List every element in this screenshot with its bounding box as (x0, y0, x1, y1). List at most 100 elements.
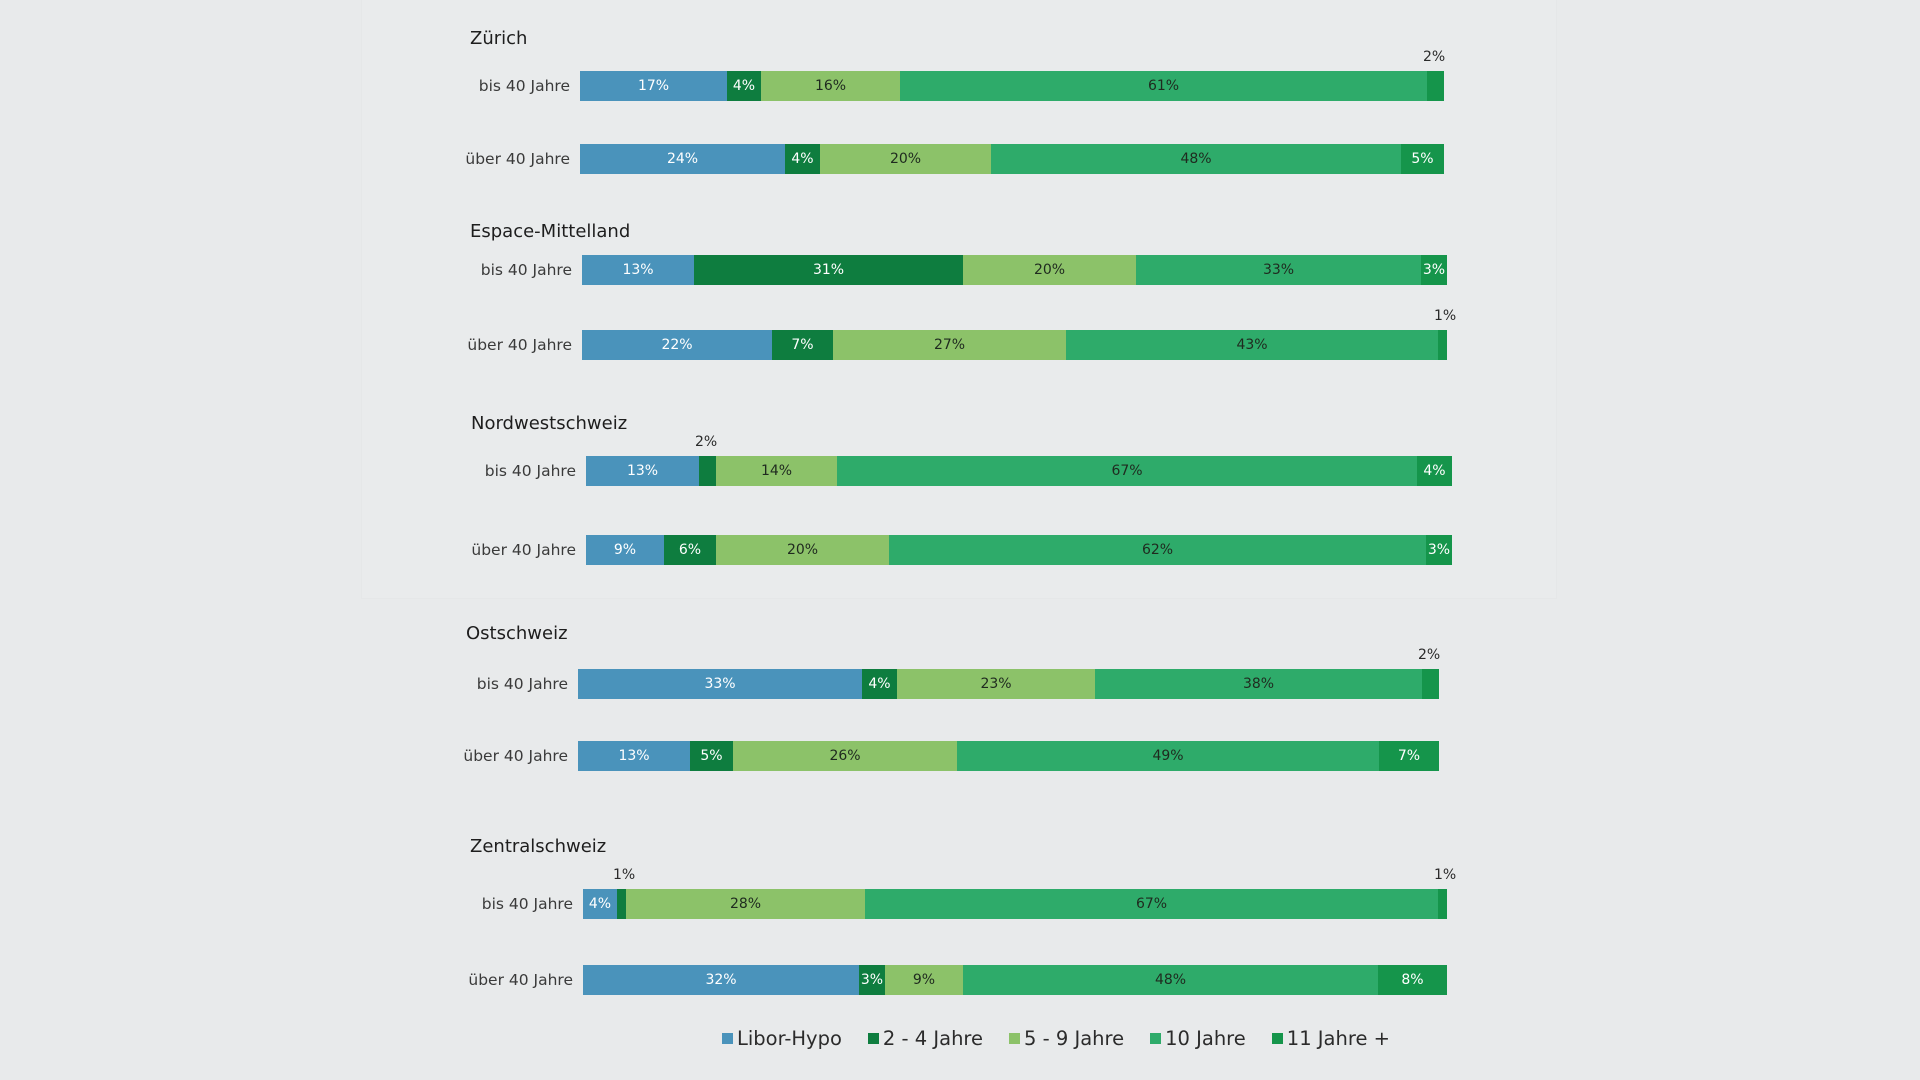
data-label: 17% (637, 78, 670, 94)
data-label: 3% (1427, 542, 1451, 558)
bar-segment (1438, 889, 1447, 919)
data-label: 26% (829, 748, 861, 764)
bar-segment: 33% (578, 669, 862, 699)
bar-segment: 31% (694, 255, 963, 285)
data-label: 1% (1434, 867, 1457, 883)
bar-segment: 13% (578, 741, 690, 771)
bar-segment: 27% (833, 330, 1066, 360)
bar-segment (1427, 71, 1444, 101)
bar-segment: 67% (837, 456, 1417, 486)
bar-segment (617, 889, 626, 919)
data-label: 24% (666, 151, 699, 167)
row-label: über 40 Jahre (468, 971, 573, 989)
bar-segment: 7% (772, 330, 833, 360)
bar-segment: 13% (586, 456, 699, 486)
data-label: 2% (695, 434, 718, 450)
data-label: 22% (661, 337, 693, 353)
data-label: 33% (704, 676, 736, 692)
bar-segment: 4% (862, 669, 897, 699)
bar-segment: 48% (991, 144, 1401, 174)
data-label: 62% (1141, 542, 1174, 558)
stacked-bar: 32% 3% 9% 48% 8% (583, 965, 1447, 995)
data-label: 4% (791, 151, 814, 167)
bar-segment (699, 456, 716, 486)
bar-segment: 3% (1421, 255, 1447, 285)
data-label: 20% (786, 542, 819, 558)
bar-segment: 4% (1417, 456, 1452, 486)
row-label: bis 40 Jahre (480, 261, 572, 279)
bar-segment: 8% (1378, 965, 1447, 995)
legend-swatch (1150, 1033, 1162, 1044)
legend: Libor-Hypo 2 - 4 Jahre 5 - 9 Jahre 10 Jahre… (722, 1026, 1416, 1052)
row-label: über 40 Jahre (471, 541, 576, 559)
data-label: 14% (760, 463, 793, 479)
data-label: 3% (860, 972, 884, 988)
legend-swatch (867, 1033, 879, 1044)
legend-swatch (722, 1033, 733, 1044)
legend-label: 11 Jahre + (1286, 1027, 1390, 1050)
region-title: Ostschweiz (466, 623, 568, 644)
data-label: 5% (700, 748, 723, 764)
bar-segment: 62% (889, 535, 1426, 565)
stacked-bar: 17% 4% 16% 61% (580, 71, 1444, 101)
bar-segment: 6% (664, 535, 716, 565)
data-label: 48% (1180, 151, 1212, 167)
bar-segment: 20% (820, 144, 991, 174)
row-label: bis 40 Jahre (478, 77, 570, 95)
data-label: 7% (1397, 748, 1421, 764)
region-title: Nordwestschweiz (471, 413, 628, 434)
legend-item: 10 Jahre (1150, 1026, 1246, 1052)
data-label: 1% (1434, 308, 1457, 324)
bar-segment: 61% (900, 71, 1427, 101)
bar-segment: 43% (1066, 330, 1438, 360)
data-label: 2% (1418, 647, 1441, 663)
data-label: 4% (732, 78, 756, 94)
data-label: 4% (868, 676, 891, 692)
data-label: 67% (1111, 463, 1143, 479)
data-label: 32% (705, 972, 737, 988)
bar-segment: 4% (583, 889, 617, 919)
bar-segment: 26% (733, 741, 957, 771)
data-label: 2% (1423, 49, 1446, 65)
data-label: 9% (613, 542, 637, 558)
bar-segment: 9% (885, 965, 963, 995)
bar-segment: 67% (865, 889, 1438, 919)
bar-segment: 4% (727, 71, 761, 101)
data-label: 16% (814, 78, 847, 94)
region-title: Zürich (470, 28, 528, 49)
bar-segment: 4% (785, 144, 820, 174)
row-label: bis 40 Jahre (476, 675, 568, 693)
data-label: 27% (933, 337, 966, 353)
bar-segment: 22% (582, 330, 772, 360)
bar-segment (1438, 330, 1447, 360)
row-label: bis 40 Jahre (484, 462, 576, 480)
data-label: 13% (626, 463, 659, 479)
data-label: 9% (912, 972, 936, 988)
row-label: über 40 Jahre (465, 150, 570, 168)
data-label: 67% (1135, 896, 1168, 912)
data-label: 43% (1236, 337, 1268, 353)
stacked-bar: 4% 28% 67% (583, 889, 1447, 919)
row-label: über 40 Jahre (463, 747, 568, 765)
legend-item: 5 - 9 Jahre (1009, 1026, 1124, 1052)
stacked-bar: 13% 14% 67% 4% (586, 456, 1452, 486)
region-title: Espace-Mittelland (470, 221, 631, 242)
bar-segment: 28% (626, 889, 865, 919)
bar-segment (1422, 669, 1439, 699)
data-label: 5% (1411, 151, 1434, 167)
bar-segment: 48% (963, 965, 1378, 995)
data-label: 8% (1401, 972, 1424, 988)
stacked-bar: 13% 31% 20% 33% 3% (582, 255, 1447, 285)
stacked-bar: 24% 4% 20% 48% 5% (580, 144, 1444, 174)
data-label: 7% (791, 337, 814, 353)
region-title: Zentralschweiz (470, 836, 607, 857)
legend-label: 2 - 4 Jahre (882, 1027, 984, 1050)
bar-segment: 13% (582, 255, 694, 285)
legend-item: 11 Jahre + (1271, 1026, 1390, 1052)
legend-swatch (1271, 1033, 1283, 1044)
legend-label: 10 Jahre (1165, 1027, 1246, 1050)
data-label: 61% (1147, 78, 1180, 94)
data-label: 20% (889, 151, 922, 167)
bar-segment: 17% (580, 71, 727, 101)
